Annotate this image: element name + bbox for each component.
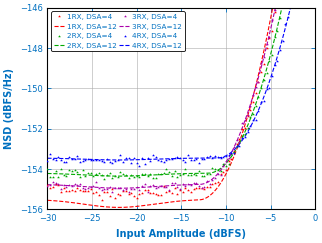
Line: 4RX, DSA=12: 4RX, DSA=12	[47, 0, 315, 160]
1RX, DSA=12	[205, 196, 209, 199]
Line: 2RX, DSA=4: 2RX, DSA=4	[46, 0, 317, 180]
1RX, DSA=4	[208, 185, 212, 188]
1RX, DSA=12	[266, 33, 270, 35]
3RX, DSA=12	[266, 41, 270, 44]
3RX, DSA=12	[205, 181, 209, 184]
2RX, DSA=4	[45, 167, 49, 170]
1RX, DSA=4	[99, 198, 103, 201]
3RX, DSA=4	[108, 185, 112, 188]
4RX, DSA=12	[175, 157, 179, 160]
2RX, DSA=4	[208, 173, 212, 176]
4RX, DSA=4	[186, 154, 190, 156]
1RX, DSA=4	[45, 183, 49, 186]
3RX, DSA=4	[208, 182, 212, 185]
1RX, DSA=12	[117, 206, 121, 209]
Line: 3RX, DSA=12: 3RX, DSA=12	[47, 0, 315, 188]
Line: 1RX, DSA=12: 1RX, DSA=12	[47, 0, 315, 207]
2RX, DSA=12	[191, 172, 195, 175]
2RX, DSA=4	[110, 176, 114, 179]
Line: 1RX, DSA=4: 1RX, DSA=4	[46, 0, 317, 201]
Line: 4RX, DSA=4: 4RX, DSA=4	[46, 0, 317, 168]
2RX, DSA=4	[97, 172, 101, 175]
4RX, DSA=12	[266, 86, 270, 89]
4RX, DSA=4	[208, 155, 212, 158]
Legend: 1RX, DSA=4, 1RX, DSA=12, 2RX, DSA=4, 2RX, DSA=12, 3RX, DSA=4, 3RX, DSA=12, 4RX, : 1RX, DSA=4, 1RX, DSA=12, 2RX, DSA=4, 2RX…	[51, 11, 185, 51]
Y-axis label: NSD (dBFS/Hz): NSD (dBFS/Hz)	[4, 68, 14, 149]
3RX, DSA=4	[97, 186, 101, 189]
3RX, DSA=12	[175, 184, 179, 187]
1RX, DSA=4	[186, 189, 190, 192]
2RX, DSA=4	[186, 174, 190, 177]
1RX, DSA=4	[97, 194, 101, 197]
3RX, DSA=12	[45, 183, 49, 186]
3RX, DSA=4	[146, 191, 149, 193]
1RX, DSA=12	[175, 200, 179, 203]
3RX, DSA=4	[186, 183, 190, 186]
X-axis label: Input Amplitude (dBFS): Input Amplitude (dBFS)	[116, 229, 246, 239]
2RX, DSA=12	[266, 65, 270, 68]
4RX, DSA=12	[117, 158, 121, 161]
4RX, DSA=12	[191, 157, 195, 160]
4RX, DSA=4	[97, 158, 101, 161]
1RX, DSA=12	[45, 199, 49, 202]
2RX, DSA=12	[45, 172, 49, 175]
4RX, DSA=12	[45, 157, 49, 160]
Line: 2RX, DSA=12: 2RX, DSA=12	[47, 0, 315, 176]
1RX, DSA=12	[191, 199, 195, 202]
2RX, DSA=4	[102, 177, 106, 180]
4RX, DSA=4	[137, 165, 141, 168]
2RX, DSA=12	[117, 175, 121, 178]
3RX, DSA=12	[191, 183, 195, 186]
4RX, DSA=12	[173, 157, 177, 160]
2RX, DSA=12	[205, 172, 209, 175]
4RX, DSA=12	[205, 156, 209, 159]
1RX, DSA=12	[173, 200, 177, 203]
2RX, DSA=12	[173, 173, 177, 175]
3RX, DSA=4	[45, 184, 49, 187]
4RX, DSA=4	[108, 161, 112, 164]
3RX, DSA=12	[173, 184, 177, 187]
4RX, DSA=4	[45, 160, 49, 163]
2RX, DSA=12	[175, 172, 179, 175]
1RX, DSA=4	[110, 187, 114, 190]
3RX, DSA=12	[117, 187, 121, 190]
Line: 3RX, DSA=4: 3RX, DSA=4	[46, 0, 317, 194]
